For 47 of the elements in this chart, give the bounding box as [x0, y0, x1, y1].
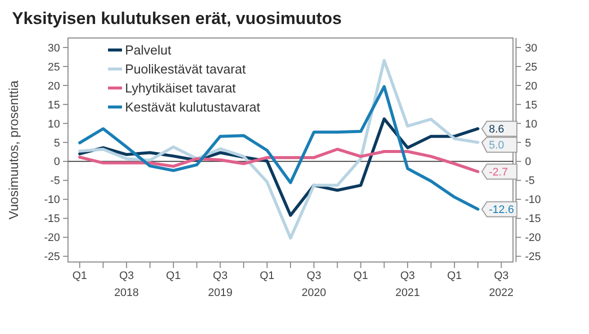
x-tick-label: Q1	[166, 270, 181, 282]
y2-tick-label: -10	[525, 194, 541, 206]
data-label: 5.0	[488, 140, 504, 152]
y2-tick-label: 20	[525, 80, 538, 92]
x-tick-label: Q3 2022	[489, 270, 514, 299]
line-series	[78, 85, 480, 211]
legend-label: Puolikestävät tavarat	[125, 62, 246, 77]
y-tick-label: -20	[44, 232, 60, 244]
y2-tick-label: 5	[525, 137, 532, 150]
y-tick-label: 5	[54, 137, 60, 150]
x-tick-label: Q1	[260, 270, 274, 282]
y-tick-label: -15	[44, 213, 60, 226]
y2-tick-label: 30	[525, 42, 538, 54]
y-tick-label: 10	[48, 118, 60, 130]
x-tick-label: Q3 2018	[114, 270, 139, 299]
y-tick-label: 0	[54, 156, 60, 168]
y2-tick-label: -25	[525, 251, 541, 264]
y-tick-label: 20	[48, 80, 60, 92]
chart-title: Yksityisen kulutuksen erät, vuosimuutos	[12, 9, 342, 28]
y2-tick-label: 0	[525, 156, 532, 168]
legend-label: Kestävät kulutustavarat	[125, 100, 261, 115]
data-label: -2.7	[488, 166, 508, 178]
x-tick-label: Q1	[447, 270, 462, 282]
legend-label: Lyhytikäiset tavarat	[125, 80, 236, 96]
y-tick-label: 15	[48, 99, 60, 112]
y2-tick-label: -20	[525, 232, 541, 244]
x-tick-label: Q3 2020	[302, 270, 326, 299]
line-series	[78, 148, 480, 174]
y2-tick-label: 25	[525, 61, 538, 74]
y2-tick-label: 10	[525, 118, 538, 130]
y-tick-label: -25	[44, 251, 60, 264]
y-tick-label: -5	[50, 175, 60, 188]
y-tick-label: -10	[44, 194, 60, 206]
legend-label: Palvelut	[125, 42, 172, 58]
y-tick-label: 25	[48, 61, 60, 74]
y-tick-label: 30	[48, 42, 60, 54]
x-tick-label: Q3 2021	[395, 270, 420, 299]
data-label: -12.6	[488, 204, 514, 216]
x-tick-label: Q1	[353, 270, 368, 282]
x-tick-label: Q1	[72, 270, 88, 282]
data-label: 8.6	[488, 124, 504, 136]
line-series	[78, 58, 480, 240]
y2-tick-label: -5	[525, 175, 535, 188]
y-axis-title: Vuosimuutos, prosenttia	[6, 80, 21, 220]
y2-tick-label: -15	[525, 213, 541, 226]
y2-tick-label: 15	[525, 99, 538, 112]
x-tick-label: Q3 2019	[208, 270, 232, 299]
